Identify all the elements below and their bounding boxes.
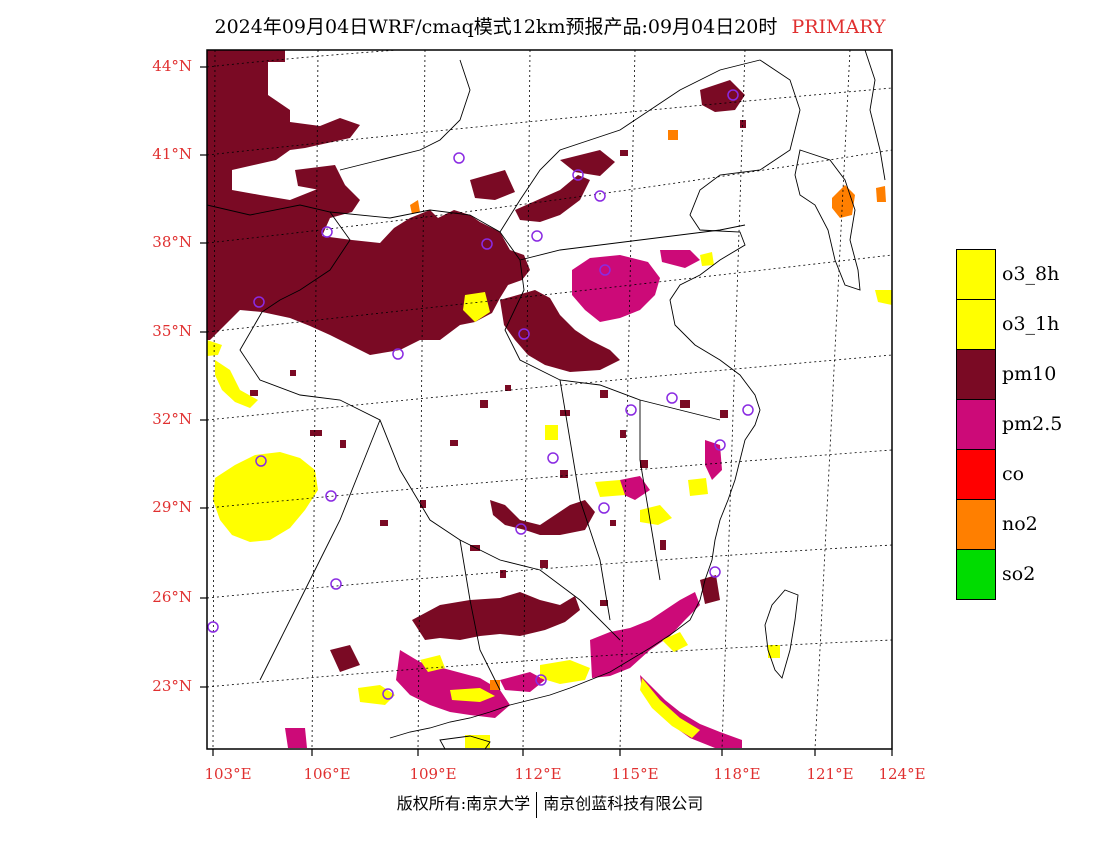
legend-label: no2 [1002, 513, 1038, 535]
pm10-scatter [250, 120, 746, 606]
title-primary-tag: PRIMARY [791, 16, 886, 38]
tick-marks [200, 66, 893, 756]
legend-label: o3_8h [1002, 263, 1060, 285]
legend-label: co [1002, 463, 1025, 485]
lat-label-29: 29°N [152, 498, 192, 516]
o3-regions [207, 252, 892, 748]
legend-label: pm2.5 [1002, 413, 1063, 435]
lon-label-124: 124°E [878, 765, 926, 783]
lon-label-118: 118°E [713, 765, 761, 783]
legend-label: pm10 [1002, 363, 1057, 385]
copyright-footer: 版权所有:南京大学 南京创蓝科技有限公司 [0, 790, 1100, 818]
lat-label-26: 26°N [152, 588, 192, 606]
pm25-regions [285, 250, 742, 748]
pm10-regions [207, 50, 745, 672]
footer-right: 南京创蓝科技有限公司 [543, 794, 704, 813]
legend-swatch [956, 549, 996, 600]
lon-label-106: 106°E [303, 765, 351, 783]
station-markers [207, 89, 754, 700]
lon-label-103: 103°E [204, 765, 252, 783]
lon-label-121: 121°E [806, 765, 854, 783]
legend-swatch [956, 299, 996, 350]
lat-label-23: 23°N [152, 677, 192, 695]
footer-left: 版权所有:南京大学 [396, 794, 531, 813]
legend-swatch [956, 249, 996, 300]
lon-label-115: 115°E [611, 765, 659, 783]
legend-swatch [956, 449, 996, 500]
legend-swatch [956, 399, 996, 450]
lat-label-35: 35°N [152, 322, 192, 340]
legend-swatch [956, 349, 996, 400]
lat-label-44: 44°N [152, 57, 192, 75]
lat-label-41: 41°N [152, 145, 192, 163]
graticule [207, 50, 892, 749]
boundaries [207, 50, 886, 749]
legend-label: o3_1h [1002, 313, 1060, 335]
title-text: 2024年09月04日WRF/cmaq模式12km预报产品:09月04日20时 [214, 16, 778, 38]
map-title: 2024年09月04日WRF/cmaq模式12km预报产品:09月04日20时 … [0, 12, 1100, 39]
lon-label-109: 109°E [409, 765, 457, 783]
lat-label-38: 38°N [152, 233, 192, 251]
footer-divider [536, 791, 538, 818]
legend-label: so2 [1002, 563, 1036, 585]
lat-label-32: 32°N [152, 410, 192, 428]
lon-label-112: 112°E [514, 765, 562, 783]
legend-swatch [956, 499, 996, 550]
map-frame [206, 49, 893, 750]
